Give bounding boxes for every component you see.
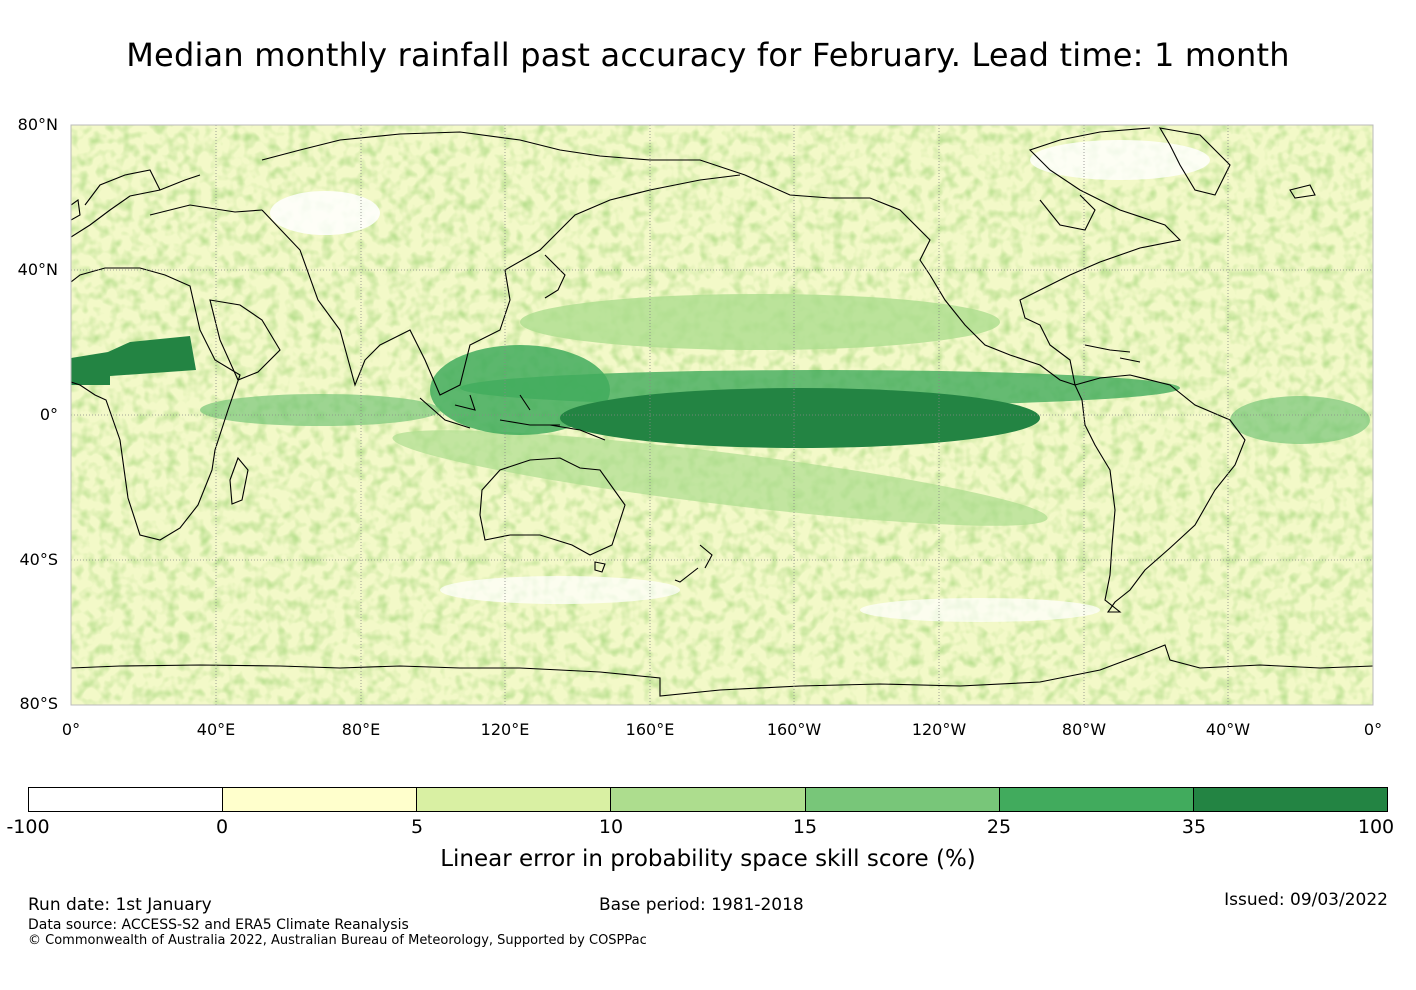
colorbar-segment xyxy=(417,788,612,811)
coast-indonesia xyxy=(419,394,560,429)
lat-label-40n: 40°N xyxy=(17,260,58,279)
low-skill-patch xyxy=(860,598,1100,622)
skill-region-enso xyxy=(560,388,1040,448)
lon-label-160w: 160°W xyxy=(766,720,822,739)
coast-japan xyxy=(544,254,566,299)
coast-new-guinea xyxy=(549,424,606,441)
colorbar-segment xyxy=(29,788,224,811)
coast-greenland xyxy=(1158,127,1231,196)
run-date: Run date: 1st January xyxy=(28,895,212,915)
low-skill-patch xyxy=(1030,140,1210,180)
colorbar-tick: 100 xyxy=(1357,816,1395,838)
colorbar-segment xyxy=(805,788,1000,811)
map-frame xyxy=(70,124,1374,706)
coast-caribbean xyxy=(1084,344,1141,363)
lat-label-80s: 80°S xyxy=(19,694,58,713)
coast-alaska xyxy=(744,174,931,276)
coast-north-america-east xyxy=(1019,127,1182,386)
lat-label-40s: 40°S xyxy=(19,550,58,569)
skill-region-indian-ocean xyxy=(200,394,440,426)
coast-uk xyxy=(71,199,81,221)
colorbar-tick: 5 xyxy=(410,816,424,838)
graticule xyxy=(71,125,1373,705)
coast-europe xyxy=(71,174,263,238)
lon-label-120w: 120°W xyxy=(911,720,967,739)
colorbar-tick: 0 xyxy=(215,816,229,838)
skill-score-map xyxy=(70,124,1374,706)
map-title: Median monthly rainfall past accuracy fo… xyxy=(126,36,1290,74)
coast-madagascar xyxy=(229,456,249,505)
coast-new-zealand xyxy=(674,544,713,583)
colorbar xyxy=(28,787,1388,812)
lat-label-80n: 80°N xyxy=(17,115,58,134)
coast-africa xyxy=(71,267,241,541)
lon-label-40w: 40°W xyxy=(1205,720,1251,739)
coast-hudson-bay xyxy=(1039,194,1096,231)
lon-label-120e: 120°E xyxy=(480,720,530,739)
coastlines xyxy=(71,127,1373,697)
skill-region-south-atlantic xyxy=(1230,396,1370,444)
coast-south-america xyxy=(1074,374,1246,613)
colorbar-segment xyxy=(999,788,1194,811)
colorbar-segment xyxy=(223,788,418,811)
low-skill-patch xyxy=(270,191,380,235)
coast-scandinavia xyxy=(84,169,161,206)
data-source: Data source: ACCESS-S2 and ERA5 Climate … xyxy=(28,917,409,933)
skill-region-sahara xyxy=(71,336,196,385)
coast-australia xyxy=(479,457,626,556)
coast-antarctica xyxy=(71,644,1373,697)
colorbar-segment xyxy=(611,788,806,811)
low-skill-patch xyxy=(440,576,680,604)
colorbar-tick: -100 xyxy=(6,816,50,838)
lon-label-0: 0° xyxy=(61,720,81,739)
coast-tasmania xyxy=(594,561,606,573)
coast-siberia-north xyxy=(261,131,746,176)
skill-band-north-pacific xyxy=(520,294,1000,350)
colorbar-tick: 10 xyxy=(598,816,624,838)
base-period: Base period: 1981-2018 xyxy=(599,895,804,915)
lon-label-80e: 80°E xyxy=(341,720,381,739)
coast-iceland xyxy=(1289,184,1316,199)
colorbar-segment xyxy=(1193,788,1387,811)
issued-date: Issued: 09/03/2022 xyxy=(1224,890,1388,910)
coast-asia xyxy=(261,174,741,396)
lon-label-160e: 160°E xyxy=(625,720,675,739)
colorbar-tick: 15 xyxy=(792,816,818,838)
colorbar-title: Linear error in probability space skill … xyxy=(440,846,976,872)
skill-band-south-pacific xyxy=(392,430,1048,526)
lat-label-equator: 0° xyxy=(39,405,58,424)
lon-label-80w: 80°W xyxy=(1061,720,1107,739)
copyright-notice: © Commonwealth of Australia 2022, Austra… xyxy=(28,933,647,948)
colorbar-tick: 25 xyxy=(986,816,1012,838)
colorbar-tick: 35 xyxy=(1181,816,1207,838)
lon-label-40e: 40°E xyxy=(196,720,236,739)
coast-north-america-west xyxy=(929,274,1076,386)
lon-label-0-east: 0° xyxy=(1363,720,1383,739)
coast-arabia xyxy=(209,299,281,381)
